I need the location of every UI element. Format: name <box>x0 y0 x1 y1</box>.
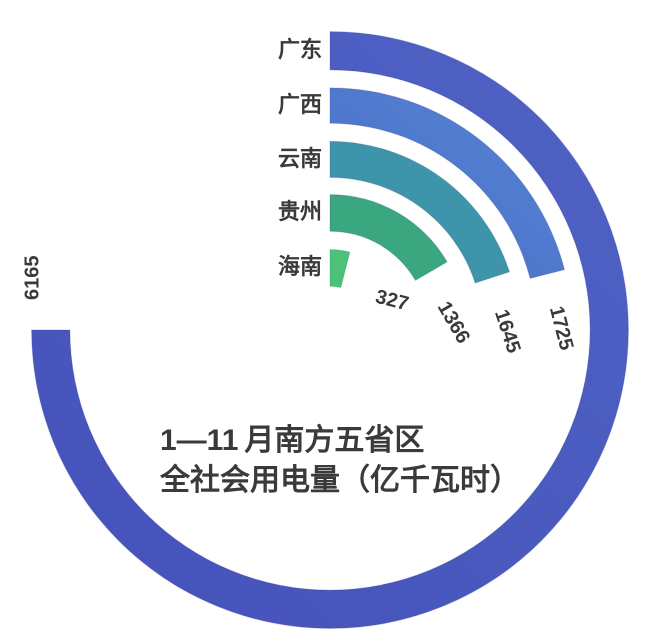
svg-text:广东: 广东 <box>278 37 322 62</box>
svg-text:1645: 1645 <box>490 307 525 356</box>
svg-text:海南: 海南 <box>278 254 322 279</box>
svg-text:327: 327 <box>373 286 411 316</box>
svg-text:全社会用电量（亿千瓦时）: 全社会用电量（亿千瓦时） <box>159 463 520 497</box>
svg-text:广西: 广西 <box>278 92 322 117</box>
svg-text:贵州: 贵州 <box>278 199 322 224</box>
svg-text:1—11 月南方五省区: 1—11 月南方五省区 <box>160 423 424 457</box>
svg-text:1366: 1366 <box>433 298 474 348</box>
svg-text:1725: 1725 <box>545 304 577 353</box>
svg-text:云南: 云南 <box>278 146 322 171</box>
svg-text:6165: 6165 <box>22 255 44 300</box>
